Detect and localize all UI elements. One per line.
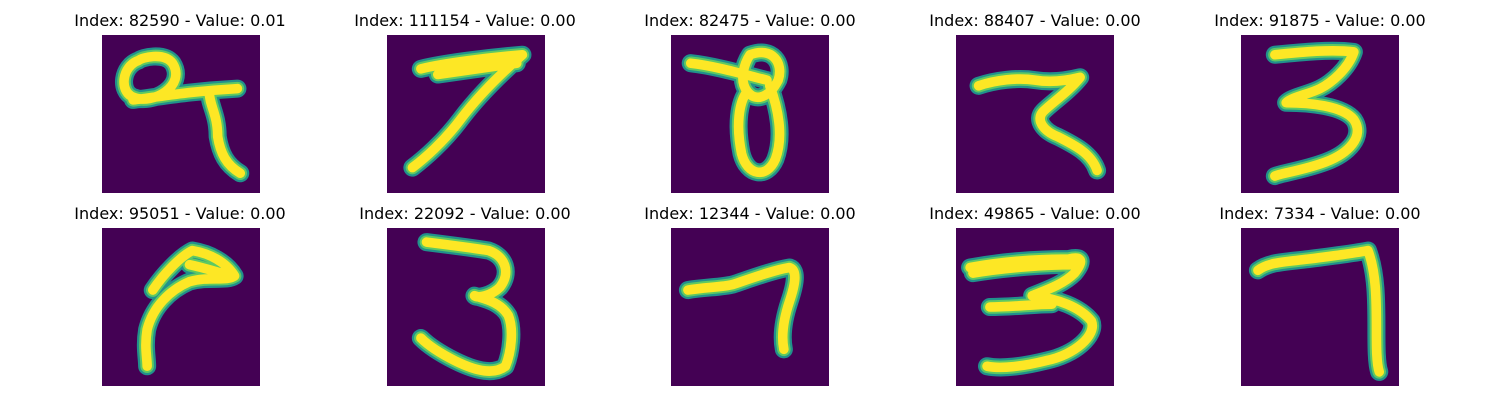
digit-panel <box>387 228 545 386</box>
digit-panel <box>671 35 829 193</box>
digit-panel <box>956 228 1114 386</box>
digit-panel <box>102 35 260 193</box>
digit-image <box>387 35 545 193</box>
digit-image <box>1241 35 1399 193</box>
digit-panel <box>956 35 1114 193</box>
panel-title: Index: 95051 - Value: 0.00 <box>74 204 286 223</box>
panel-title: Index: 82590 - Value: 0.01 <box>74 11 286 30</box>
digit-panel <box>1241 35 1399 193</box>
digit-panel <box>671 228 829 386</box>
digit-panel <box>102 228 260 386</box>
panel-title: Index: 111154 - Value: 0.00 <box>354 11 576 30</box>
digit-image <box>102 35 260 193</box>
digit-image <box>956 35 1114 193</box>
digit-panel <box>387 35 545 193</box>
digit-panel <box>1241 228 1399 386</box>
digit-image <box>956 228 1114 386</box>
digit-image <box>387 228 545 386</box>
digit-image <box>102 228 260 386</box>
digit-image <box>671 35 829 193</box>
panel-title: Index: 49865 - Value: 0.00 <box>929 204 1141 223</box>
panel-title: Index: 88407 - Value: 0.00 <box>929 11 1141 30</box>
panel-title: Index: 82475 - Value: 0.00 <box>644 11 856 30</box>
panel-title: Index: 91875 - Value: 0.00 <box>1214 11 1426 30</box>
panel-title: Index: 12344 - Value: 0.00 <box>644 204 856 223</box>
panel-title: Index: 22092 - Value: 0.00 <box>359 204 571 223</box>
panel-title: Index: 7334 - Value: 0.00 <box>1219 204 1421 223</box>
digit-image <box>671 228 829 386</box>
digit-image <box>1241 228 1399 386</box>
